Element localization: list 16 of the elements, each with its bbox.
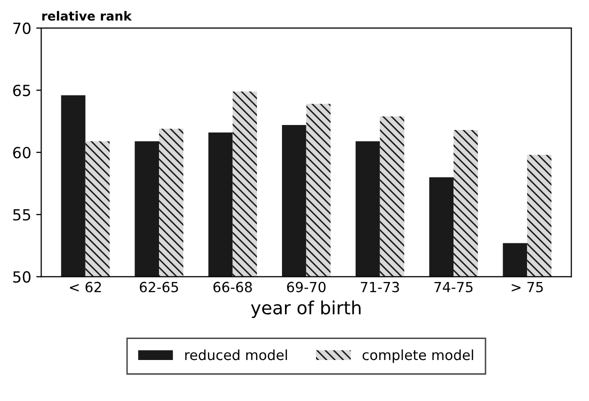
x-tick-label: 74-75: [434, 282, 472, 292]
y-tick-label: 60: [13, 146, 30, 158]
x-tick-label: 69-70: [287, 282, 326, 292]
legend-label: complete model: [362, 349, 474, 363]
y-tick-label: 55: [13, 209, 30, 221]
x-axis-title: year of birth: [251, 300, 361, 318]
x-tick-label: 62-65: [140, 282, 178, 292]
y-axis-title: relative rank: [42, 11, 132, 21]
y-tick-label: 65: [13, 84, 30, 96]
x-tick-label: 66-68: [213, 282, 252, 292]
y-tick-label: 50: [13, 271, 30, 283]
legend-label: reduced model: [185, 349, 287, 360]
y-tick-label: 70: [13, 22, 30, 34]
x-tick-label: > 75: [512, 282, 543, 292]
x-tick-label: < 62: [70, 282, 101, 292]
x-tick-label: 71-73: [360, 282, 399, 292]
